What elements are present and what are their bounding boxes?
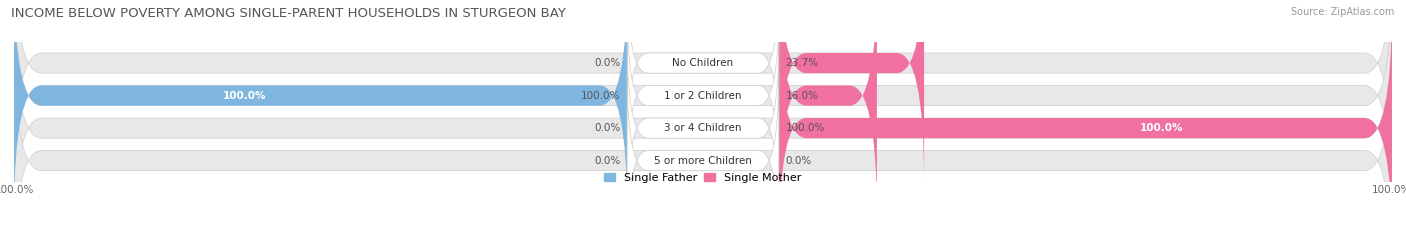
Text: 0.0%: 0.0% bbox=[595, 58, 620, 68]
FancyBboxPatch shape bbox=[627, 73, 779, 233]
FancyBboxPatch shape bbox=[14, 8, 1392, 233]
Text: 0.0%: 0.0% bbox=[595, 123, 620, 133]
FancyBboxPatch shape bbox=[627, 0, 779, 151]
FancyBboxPatch shape bbox=[14, 0, 1392, 216]
FancyBboxPatch shape bbox=[14, 0, 627, 216]
Text: No Children: No Children bbox=[672, 58, 734, 68]
FancyBboxPatch shape bbox=[14, 0, 1392, 183]
Text: 1 or 2 Children: 1 or 2 Children bbox=[664, 91, 742, 101]
Text: 100.0%: 100.0% bbox=[581, 91, 620, 101]
Text: 16.0%: 16.0% bbox=[786, 91, 818, 101]
Text: 5 or more Children: 5 or more Children bbox=[654, 156, 752, 166]
Legend: Single Father, Single Mother: Single Father, Single Mother bbox=[605, 173, 801, 183]
Text: 0.0%: 0.0% bbox=[786, 156, 811, 166]
Text: INCOME BELOW POVERTY AMONG SINGLE-PARENT HOUSEHOLDS IN STURGEON BAY: INCOME BELOW POVERTY AMONG SINGLE-PARENT… bbox=[11, 7, 567, 20]
FancyBboxPatch shape bbox=[779, 0, 924, 183]
FancyBboxPatch shape bbox=[14, 41, 1392, 233]
Text: 23.7%: 23.7% bbox=[786, 58, 818, 68]
Text: 3 or 4 Children: 3 or 4 Children bbox=[664, 123, 742, 133]
FancyBboxPatch shape bbox=[627, 8, 779, 183]
Text: Source: ZipAtlas.com: Source: ZipAtlas.com bbox=[1291, 7, 1395, 17]
Text: 100.0%: 100.0% bbox=[224, 91, 267, 101]
Text: 100.0%: 100.0% bbox=[786, 123, 825, 133]
Text: 100.0%: 100.0% bbox=[1139, 123, 1182, 133]
Text: 0.0%: 0.0% bbox=[595, 156, 620, 166]
FancyBboxPatch shape bbox=[627, 41, 779, 216]
FancyBboxPatch shape bbox=[779, 0, 877, 216]
FancyBboxPatch shape bbox=[779, 8, 1392, 233]
